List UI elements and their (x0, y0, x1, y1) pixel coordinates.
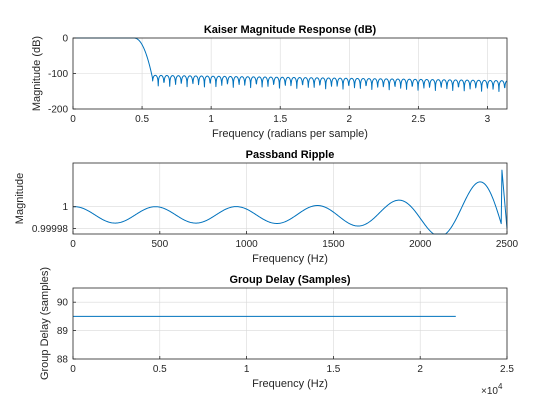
x-tick-label: 2.5 (411, 114, 425, 125)
x-tick-label: 1.5 (273, 114, 287, 125)
x-tick-label: 2 (347, 114, 353, 125)
y-axis-label: Magnitude (dB) (31, 36, 43, 111)
x-tick-label: 500 (151, 239, 168, 250)
y-tick-label: 0.99998 (32, 224, 69, 235)
x-tick-label: 1 (244, 364, 250, 375)
x-tick-label: 2000 (409, 239, 432, 250)
x-axis-exponent: ×104 (481, 382, 503, 397)
x-tick-label: 0 (70, 239, 76, 250)
x-tick-label: 1500 (322, 239, 345, 250)
grid (72, 288, 508, 360)
x-tick-label: 1.5 (326, 364, 340, 375)
y-axis-label: Group Delay (samples) (39, 267, 51, 380)
chart-title: Kaiser Magnitude Response (dB) (204, 24, 377, 36)
x-tick-label: 0 (70, 364, 76, 375)
y-axis-label: Magnitude (14, 173, 26, 224)
panel-magnitude-response: 0 0.5 1 1.5 2 2.5 3 0 -100 -200 Kaiser Magnitude … (31, 24, 508, 140)
x-tick-label: 0 (70, 114, 76, 125)
tick-labels: 0 500 1000 1500 2000 2500 1 0.99998 (32, 202, 519, 250)
passband-ripple-line (72, 169, 508, 235)
x-tick-label: 2 (417, 364, 423, 375)
x-tick-label: 3 (485, 114, 491, 125)
chart-title: Passband Ripple (246, 149, 335, 161)
axes-box (72, 162, 508, 235)
y-tick-label: 1 (62, 202, 68, 213)
y-tick-label: 89 (57, 326, 69, 337)
x-axis-label: Frequency (Hz) (252, 253, 328, 265)
x-axis-label: Frequency (Hz) (252, 378, 328, 390)
chart-title: Group Delay (Samples) (229, 274, 350, 286)
y-tick-label: -100 (48, 69, 68, 80)
y-tick-label: -200 (48, 105, 68, 116)
grid (72, 163, 508, 234)
magnitude-response-line (72, 37, 508, 92)
x-tick-label: 2500 (496, 239, 519, 250)
y-tick-label: 88 (57, 355, 69, 366)
x-tick-label: 2.5 (500, 364, 514, 375)
y-tick-label: 90 (57, 298, 69, 309)
panel-passband-ripple: 0 500 1000 1500 2000 2500 1 0.99998 Passband Ri… (14, 149, 519, 265)
tick-labels: 0 0.5 1 1.5 2 2.5 88 89 90 (57, 298, 515, 375)
x-tick-label: 0.5 (135, 114, 149, 125)
panel-group-delay: 0 0.5 1 1.5 2 2.5 88 89 90 Group Delay (Samples)… (39, 267, 514, 397)
x-tick-label: 1 (208, 114, 214, 125)
x-tick-label: 0.5 (153, 364, 167, 375)
axes-box (72, 287, 508, 360)
y-tick-label: 0 (62, 34, 68, 45)
tick-labels: 0 0.5 1 1.5 2 2.5 3 0 -100 -200 (48, 34, 491, 126)
x-tick-label: 1000 (235, 239, 258, 250)
grid (72, 37, 507, 110)
x-axis-label: Frequency (radians per sample) (212, 128, 368, 140)
